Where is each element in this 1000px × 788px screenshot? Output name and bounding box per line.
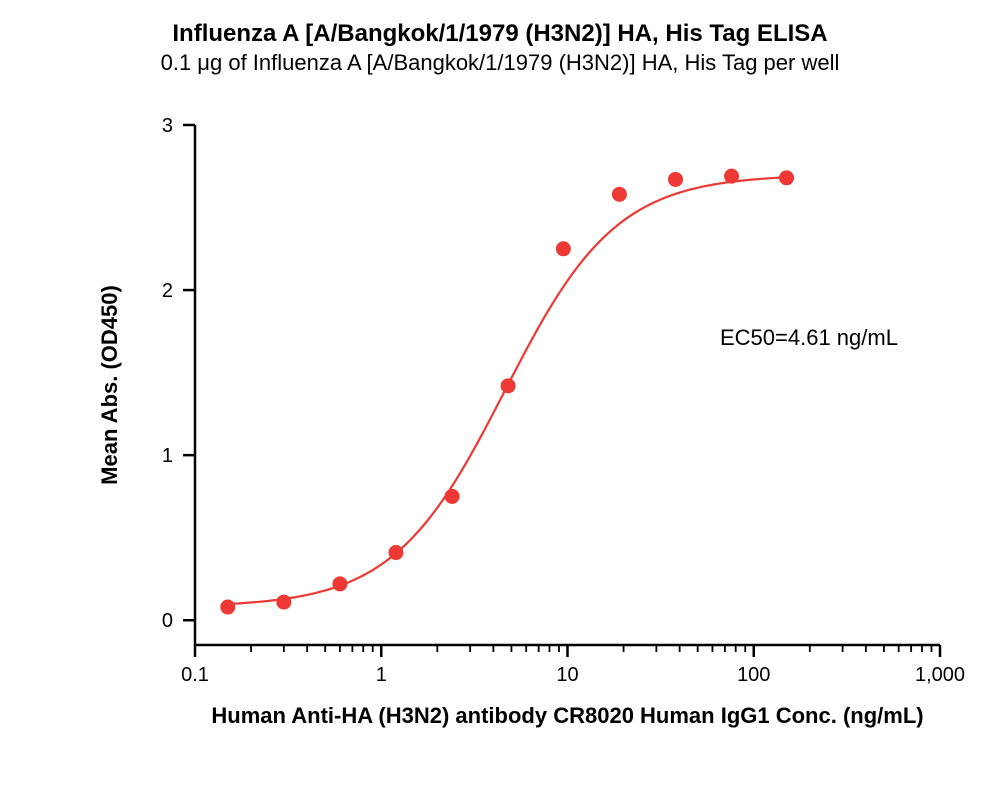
data-point [277,595,291,609]
x-tick-label: 10 [556,664,578,686]
data-point [389,546,403,560]
data-point [501,379,515,393]
data-point [556,242,570,256]
chart-title-main: Influenza A [A/Bangkok/1/1979 (H3N2)] HA… [0,18,1000,49]
x-tick-label: 100 [737,664,770,686]
data-point [612,187,626,201]
y-tick-label: 2 [162,280,173,302]
x-axis-label: Human Anti-HA (H3N2) antibody CR8020 Hum… [211,703,923,728]
x-tick-label: 1,000 [915,664,965,686]
data-point [333,577,347,591]
y-tick-label: 0 [162,610,173,632]
y-tick-label: 3 [162,115,173,137]
chart-title-sub: 0.1 μg of Influenza A [A/Bangkok/1/1979 … [0,49,1000,78]
data-point [445,489,459,503]
data-point [725,169,739,183]
y-axis-label: Mean Abs. (OD450) [97,285,122,485]
chart-title-block: Influenza A [A/Bangkok/1/1979 (H3N2)] HA… [0,0,1000,78]
data-point [668,172,682,186]
elisa-chart: 0.1 1 10 100 1,000 0 1 2 3 Human Anti-HA (H3N2) a… [0,90,1000,788]
chart-container: 0.1 1 10 100 1,000 0 1 2 3 Human Anti-HA (H3N2) a… [0,90,1000,788]
data-point [780,171,794,185]
x-tick-label: 1 [376,664,387,686]
x-tick-label: 0.1 [181,664,209,686]
data-point [221,600,235,614]
ec50-annotation: EC50=4.61 ng/mL [720,325,898,350]
y-tick-label: 1 [162,445,173,467]
